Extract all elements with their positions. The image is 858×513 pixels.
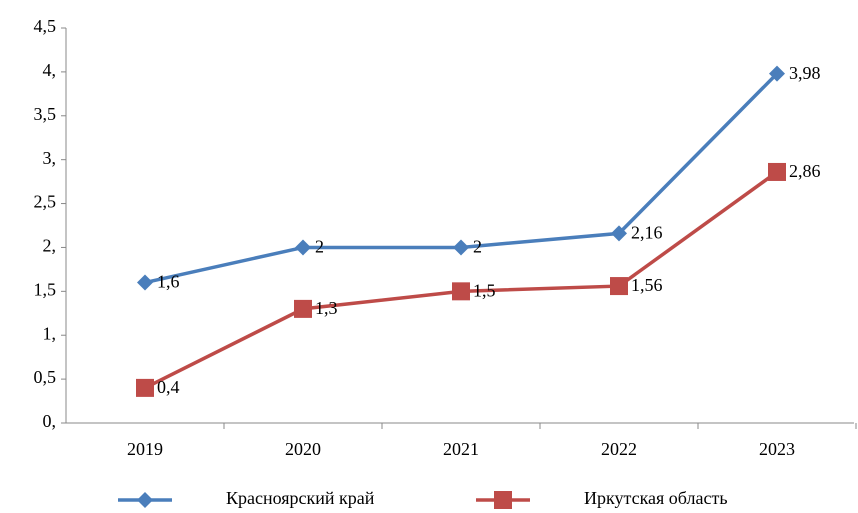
data-label: 1,5 bbox=[473, 280, 496, 300]
data-label: 1,3 bbox=[315, 298, 338, 318]
data-label: 1,6 bbox=[157, 272, 180, 292]
point bbox=[452, 282, 470, 301]
x-tick-label: 2021 bbox=[443, 439, 479, 459]
data-label: 3,98 bbox=[789, 63, 821, 83]
data-label: 2,86 bbox=[789, 161, 821, 181]
y-tick-label: 0, bbox=[43, 411, 57, 431]
x-tick-label: 2020 bbox=[285, 439, 321, 459]
x-tick-label: 2019 bbox=[127, 439, 163, 459]
y-tick-label: 0,5 bbox=[34, 367, 57, 387]
legend-marker bbox=[137, 492, 153, 508]
data-label: 2,16 bbox=[631, 223, 663, 243]
point bbox=[137, 274, 153, 291]
point bbox=[611, 225, 627, 242]
legend-label: Красноярский край bbox=[226, 488, 375, 508]
y-tick-label: 1, bbox=[43, 323, 57, 343]
legend-marker bbox=[494, 491, 512, 509]
point bbox=[136, 378, 154, 397]
point bbox=[453, 239, 469, 256]
y-tick-label: 2,5 bbox=[34, 192, 57, 212]
point bbox=[295, 239, 311, 256]
line bbox=[144, 170, 779, 390]
y-tick-label: 4,5 bbox=[34, 16, 57, 36]
x-tick-label: 2023 bbox=[759, 439, 795, 459]
point bbox=[610, 277, 628, 296]
data-label: 0,4 bbox=[157, 377, 180, 397]
data-label: 1,56 bbox=[631, 275, 663, 295]
legend-label: Иркутская область bbox=[584, 488, 728, 508]
y-tick-label: 4, bbox=[43, 60, 57, 80]
x-tick-label: 2022 bbox=[601, 439, 637, 459]
point bbox=[769, 65, 785, 82]
y-tick-label: 1,5 bbox=[34, 279, 57, 299]
y-tick-label: 3,5 bbox=[34, 104, 57, 124]
data-label: 2 bbox=[473, 237, 482, 257]
point bbox=[768, 162, 786, 181]
y-tick-label: 2, bbox=[43, 236, 57, 256]
y-tick-label: 3, bbox=[43, 148, 57, 168]
data-label: 2 bbox=[315, 237, 324, 257]
point bbox=[294, 299, 312, 318]
